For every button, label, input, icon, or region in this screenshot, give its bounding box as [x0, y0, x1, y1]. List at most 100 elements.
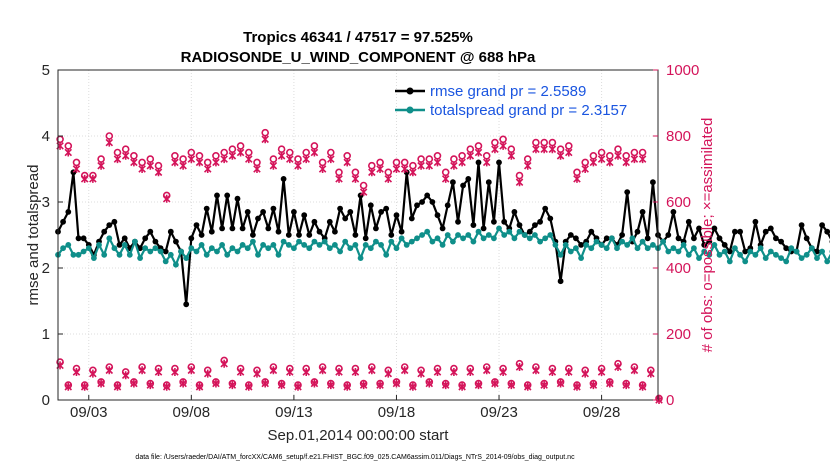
totalspread-point	[665, 248, 672, 255]
tick-label-right: 400	[666, 260, 691, 277]
rmse-point	[542, 205, 549, 212]
obs_assimilated_high-marker	[203, 165, 212, 173]
rmse-point	[429, 199, 436, 205]
rmse-point	[101, 228, 108, 235]
rmse-point	[244, 209, 251, 215]
totalspread-point	[419, 232, 425, 238]
rmse-point	[721, 242, 728, 248]
totalspread-point	[178, 248, 185, 255]
totalspread-point	[578, 255, 584, 261]
totalspread-point	[106, 235, 113, 242]
totalspread-point	[306, 245, 313, 252]
totalspread-point	[742, 258, 749, 265]
obs_assimilated_low-marker	[614, 363, 622, 371]
rmse-point	[316, 228, 323, 235]
obs_assimilated_low-marker	[72, 367, 81, 376]
totalspread-point	[747, 248, 754, 255]
totalspread-point	[342, 238, 349, 245]
obs_assimilated_low-marker	[466, 367, 475, 376]
rmse-point	[198, 232, 205, 238]
obs_assimilated_low-marker	[171, 367, 179, 376]
obs_assimilated_low-marker	[565, 367, 573, 376]
totalspread-point	[629, 235, 636, 242]
tick-label-right: 1000	[666, 62, 699, 79]
totalspread-point	[291, 245, 297, 252]
tick-label-left: 5	[42, 62, 50, 79]
totalspread-point	[132, 238, 138, 245]
rmse-point	[424, 192, 431, 199]
totalspread-point	[567, 248, 574, 255]
rmse-point	[167, 228, 174, 235]
rmse-point	[644, 235, 651, 242]
obs_assimilated_high-marker	[277, 151, 286, 160]
rmse-point	[701, 242, 708, 248]
totalspread-point	[367, 245, 374, 252]
rmse-point	[152, 238, 159, 245]
obs_assimilated_low-marker	[146, 381, 155, 390]
obs_assimilated_low-marker	[64, 382, 73, 391]
obs_assimilated_low-marker	[195, 382, 204, 391]
totalspread-point	[593, 238, 600, 245]
rmse-point	[301, 212, 308, 219]
rmse-point	[516, 222, 523, 229]
rmse-point	[814, 248, 820, 255]
totalspread-point	[737, 251, 743, 258]
totalspread-point	[352, 242, 359, 248]
rmse-point	[619, 232, 625, 238]
obs_assimilated_low-marker	[203, 369, 212, 378]
totalspread-point	[255, 251, 261, 258]
rmse-point	[824, 228, 830, 235]
legend-rmse-marker	[406, 87, 414, 95]
totalspread-point	[726, 258, 733, 265]
rmse-point	[475, 159, 482, 166]
totalspread-point	[280, 238, 287, 245]
totalspread-point	[198, 242, 205, 248]
rmse-point	[337, 205, 343, 212]
totalspread-point	[301, 242, 308, 248]
legend-rmse-label: rmse grand pr = 2.5589	[430, 83, 586, 100]
totalspread-point	[388, 238, 395, 245]
obs_assimilated_low-marker	[597, 367, 606, 376]
rmse-point	[193, 222, 200, 229]
obs_assimilated_high-marker	[269, 161, 278, 170]
totalspread-point	[311, 238, 318, 245]
obs_assimilated_low-marker	[327, 381, 335, 390]
obs_assimilated_high-marker	[466, 151, 475, 160]
rmse-point	[224, 192, 231, 199]
obs_assimilated_high-marker	[105, 138, 114, 147]
obs_assimilated_low-marker	[130, 379, 138, 388]
totalspread-point	[783, 258, 790, 265]
totalspread-point	[778, 255, 784, 261]
obs_assimilated_high-marker	[433, 158, 442, 167]
totalspread-point	[234, 248, 241, 255]
totalspread-point	[70, 251, 77, 258]
rmse-point	[75, 235, 82, 242]
obs_assimilated_low-marker	[540, 381, 548, 390]
obs_assimilated_high-marker	[376, 165, 384, 173]
rmse-point	[455, 218, 461, 225]
obs_assimilated_low-marker	[450, 367, 458, 376]
obs_assimilated_high-marker	[565, 148, 573, 157]
obs_assimilated_low-marker	[359, 381, 368, 390]
obs_assimilated_high-marker	[121, 151, 130, 160]
tick-label-left: 4	[42, 128, 50, 145]
obs_assimilated_high-marker	[253, 165, 261, 173]
rmse-point	[465, 176, 472, 182]
rmse-point	[778, 238, 784, 245]
totalspread-point	[762, 255, 769, 261]
rmse-point	[532, 222, 538, 229]
obs_assimilated_high-marker	[212, 158, 220, 167]
rmse-point	[342, 215, 349, 222]
obs_assimilated_low-marker	[376, 381, 384, 390]
rmse-point	[675, 235, 682, 242]
totalspread-point	[470, 238, 477, 245]
totalspread-point	[814, 255, 820, 261]
rmse-point	[803, 235, 810, 242]
totalspread-point	[60, 245, 66, 252]
rmse-point	[60, 218, 66, 225]
totalspread-point	[347, 245, 354, 252]
obs_assimilated_high-marker	[614, 151, 622, 160]
obs_assimilated_high-marker	[515, 178, 524, 187]
rmse-point	[111, 218, 118, 225]
totalspread-point	[126, 251, 133, 258]
